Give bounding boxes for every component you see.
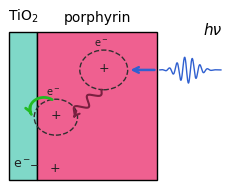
Text: e$^-$: e$^-$ [94, 38, 108, 49]
Text: +: + [98, 62, 109, 74]
Bar [37, 32, 157, 180]
Text: TiO$_2$: TiO$_2$ [8, 7, 38, 25]
Text: −: − [30, 161, 39, 171]
Text: porphyrin: porphyrin [63, 11, 131, 25]
Text: hν: hν [202, 23, 220, 38]
Bar [9, 32, 37, 180]
Text: e$^-$: e$^-$ [13, 158, 31, 171]
Text: +: + [50, 162, 60, 175]
Text: +: + [50, 109, 61, 122]
Text: e$^-$: e$^-$ [46, 87, 61, 98]
